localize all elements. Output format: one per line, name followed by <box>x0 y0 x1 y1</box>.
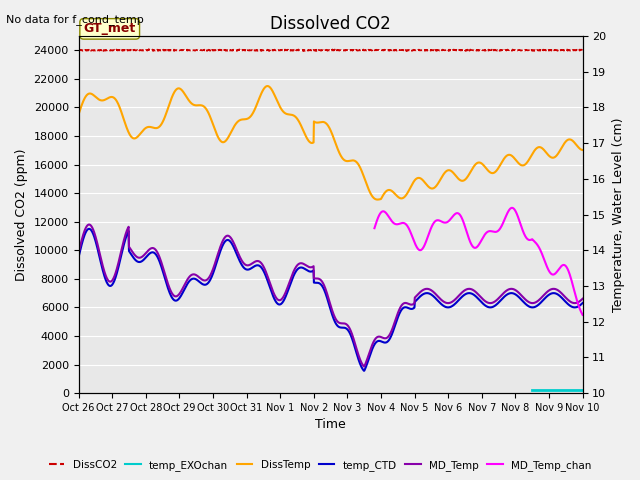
Y-axis label: Temperature, Water Level (cm): Temperature, Water Level (cm) <box>612 117 625 312</box>
Legend: DissCO2, temp_EXOchan, DissTemp, temp_CTD, MD_Temp, MD_Temp_chan: DissCO2, temp_EXOchan, DissTemp, temp_CT… <box>45 456 595 475</box>
Text: No data for f_cond_temp: No data for f_cond_temp <box>6 14 144 25</box>
Text: GT_met: GT_met <box>84 23 136 36</box>
Y-axis label: Dissolved CO2 (ppm): Dissolved CO2 (ppm) <box>15 148 28 281</box>
Title: Dissolved CO2: Dissolved CO2 <box>270 15 391 33</box>
X-axis label: Time: Time <box>315 419 346 432</box>
